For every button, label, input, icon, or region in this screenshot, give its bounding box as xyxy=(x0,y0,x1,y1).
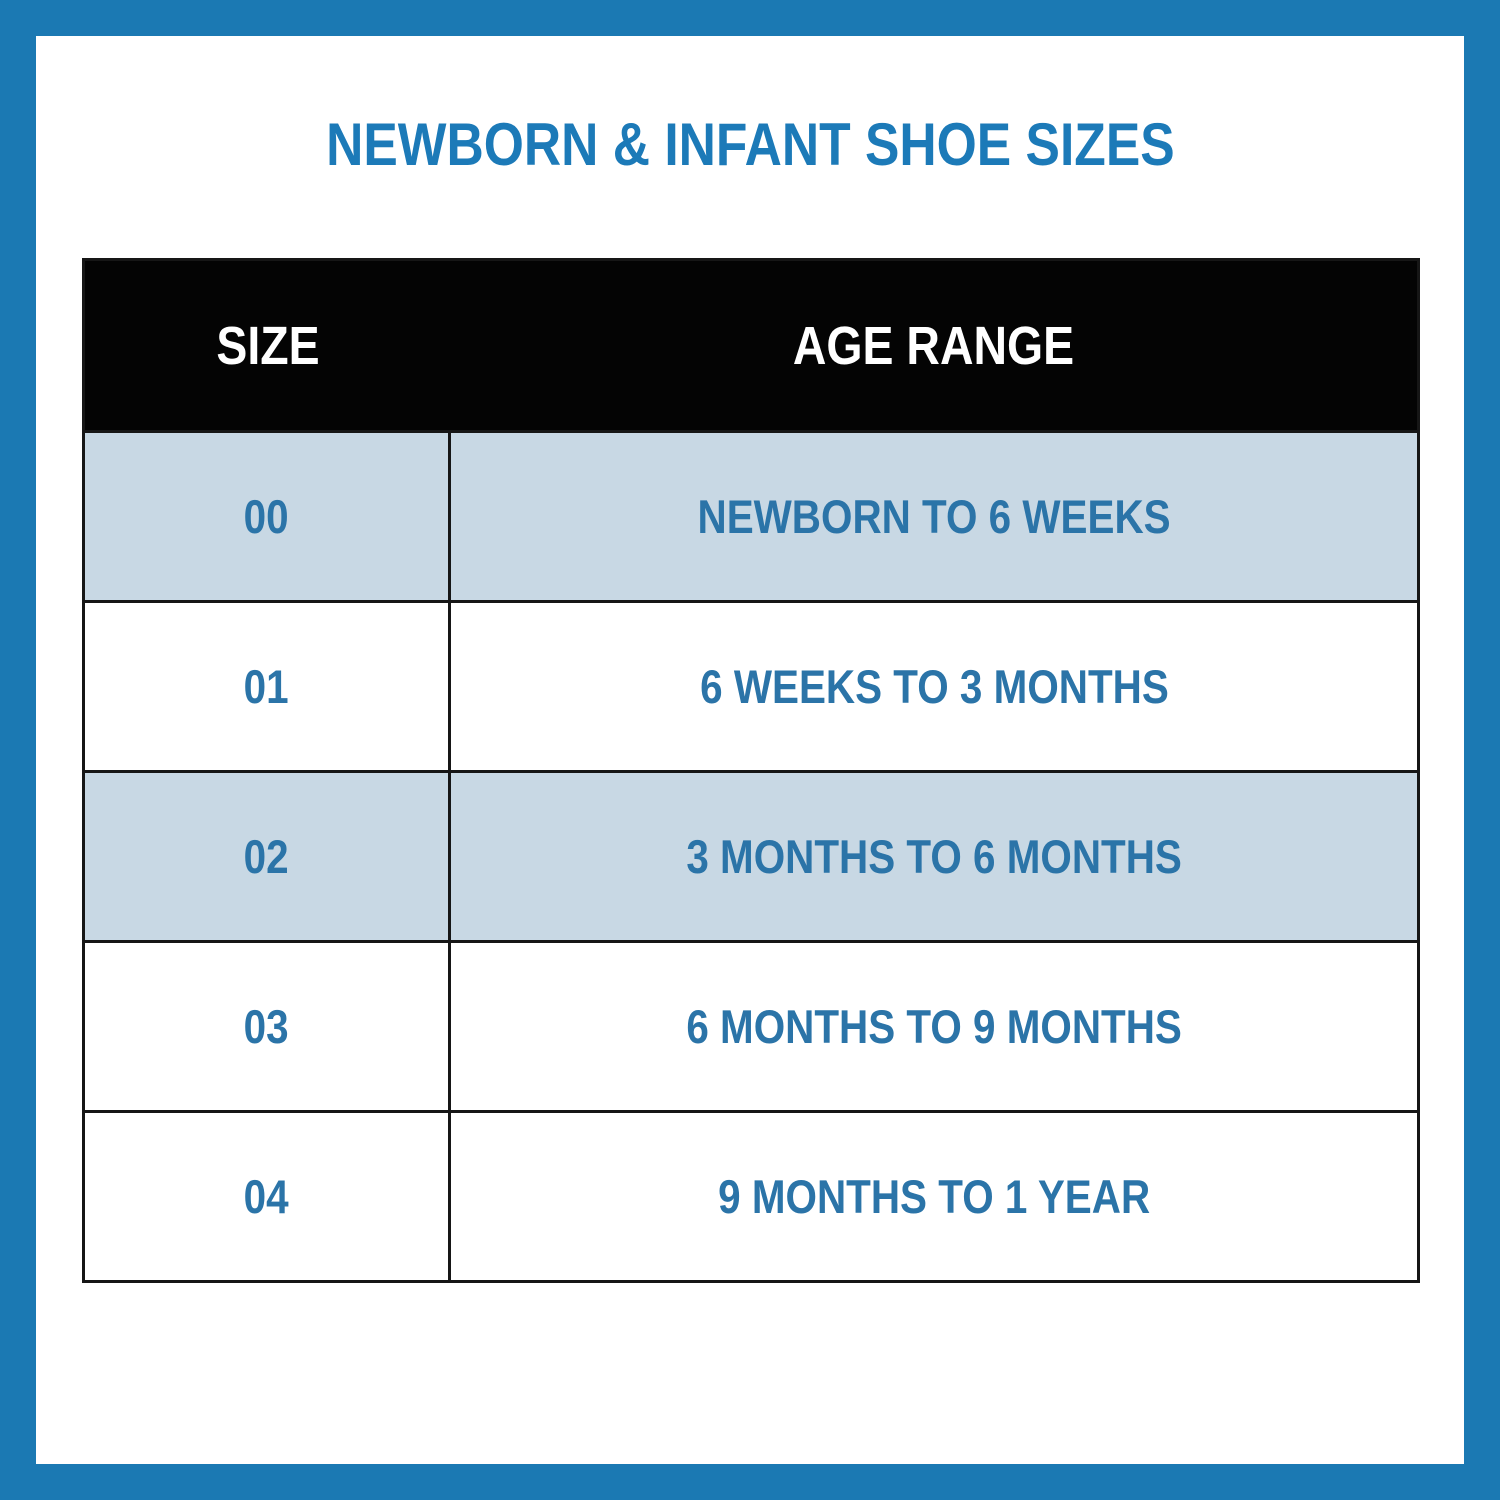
size-value: 02 xyxy=(244,830,289,883)
content-area: NEWBORN & INFANT SHOE SIZES SIZE AGE RAN… xyxy=(36,36,1464,1464)
size-cell: 03 xyxy=(85,943,451,1110)
page-title-text: NEWBORN & INFANT SHOE SIZES xyxy=(325,111,1175,178)
table-header-row: SIZE AGE RANGE xyxy=(85,261,1417,430)
size-value: 01 xyxy=(244,660,289,713)
table-row: 02 3 MONTHS TO 6 MONTHS xyxy=(85,770,1417,940)
size-cell: 04 xyxy=(85,1113,451,1280)
size-value: 03 xyxy=(244,1000,289,1053)
shoe-size-table: SIZE AGE RANGE 00 NEWBORN TO 6 WEEKS 01 … xyxy=(82,258,1420,1283)
age-range-value: 9 MONTHS TO 1 YEAR xyxy=(718,1170,1150,1223)
size-value: 04 xyxy=(244,1170,289,1223)
age-range-cell: 6 MONTHS TO 9 MONTHS xyxy=(451,943,1417,1110)
age-range-value: NEWBORN TO 6 WEEKS xyxy=(697,490,1171,543)
table-row: 01 6 WEEKS TO 3 MONTHS xyxy=(85,600,1417,770)
page-title: NEWBORN & INFANT SHOE SIZES xyxy=(36,112,1464,178)
table-row: 03 6 MONTHS TO 9 MONTHS xyxy=(85,940,1417,1110)
size-cell: 02 xyxy=(85,773,451,940)
age-range-cell: 6 WEEKS TO 3 MONTHS xyxy=(451,603,1417,770)
age-range-cell: 3 MONTHS TO 6 MONTHS xyxy=(451,773,1417,940)
age-range-value: 6 WEEKS TO 3 MONTHS xyxy=(699,660,1169,713)
age-range-value: 3 MONTHS TO 6 MONTHS xyxy=(686,830,1182,883)
table-header-size-label: SIZE xyxy=(216,315,320,376)
size-cell: 00 xyxy=(85,433,451,600)
age-range-value: 6 MONTHS TO 9 MONTHS xyxy=(686,1000,1182,1053)
table-row: 00 NEWBORN TO 6 WEEKS xyxy=(85,430,1417,600)
size-cell: 01 xyxy=(85,603,451,770)
table-header-size: SIZE xyxy=(85,261,451,430)
table-header-age-range-label: AGE RANGE xyxy=(793,315,1075,376)
table-row: 04 9 MONTHS TO 1 YEAR xyxy=(85,1110,1417,1280)
size-value: 00 xyxy=(244,490,289,543)
age-range-cell: NEWBORN TO 6 WEEKS xyxy=(451,433,1417,600)
age-range-cell: 9 MONTHS TO 1 YEAR xyxy=(451,1113,1417,1280)
table-header-age-range: AGE RANGE xyxy=(451,261,1417,430)
